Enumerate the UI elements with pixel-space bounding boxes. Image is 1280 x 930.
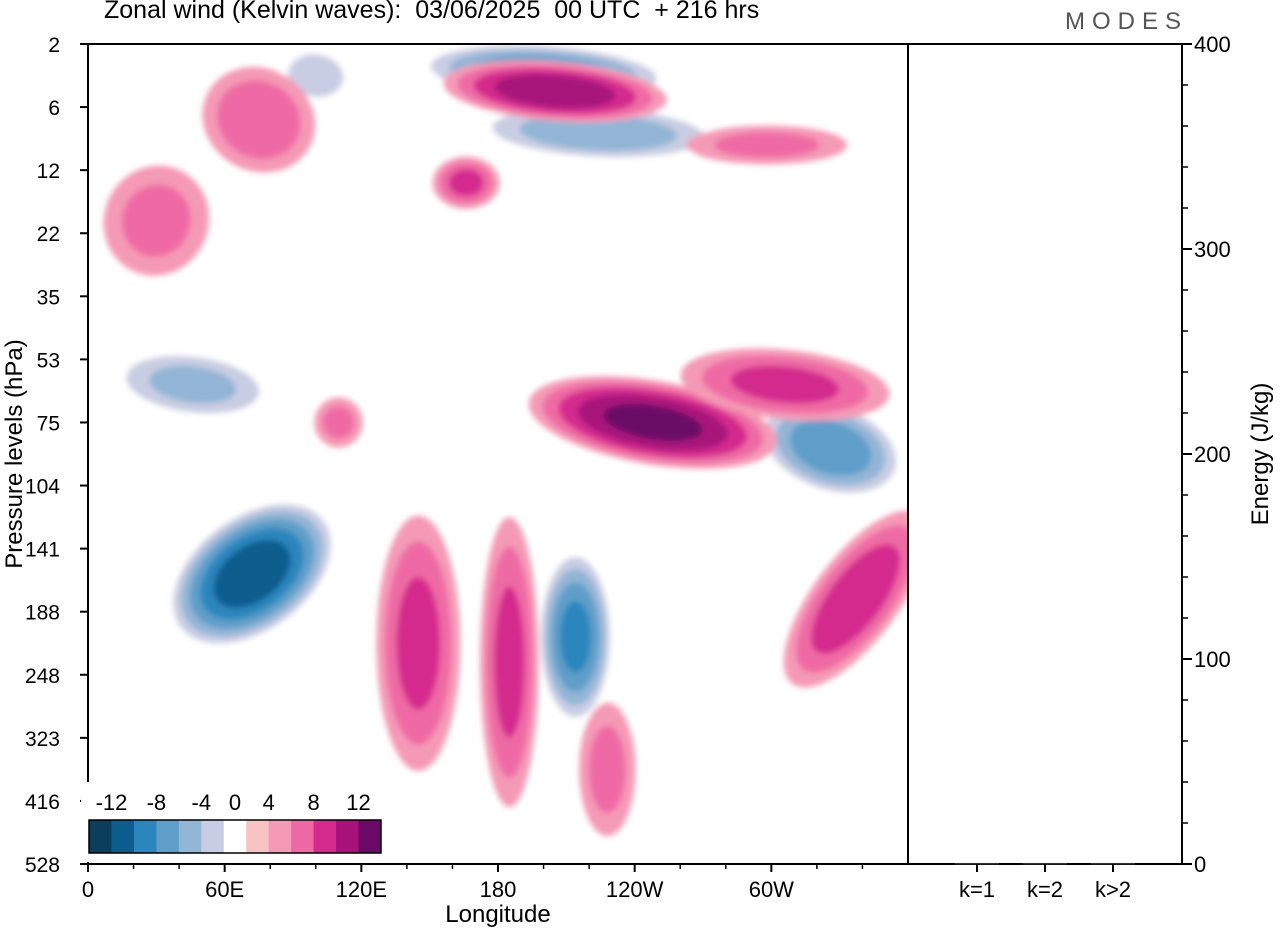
colorbar-swatch — [313, 820, 337, 853]
colorbar-swatch — [111, 820, 135, 853]
wind-contour — [811, 544, 901, 654]
colorbar-swatch — [133, 820, 157, 853]
wind-contour — [730, 365, 840, 404]
y-tick-label: 12 — [37, 160, 60, 183]
colorbar-swatch — [246, 820, 270, 853]
wind-field — [103, 44, 908, 837]
wind-contour — [603, 404, 703, 441]
colorbar-swatch — [291, 820, 315, 853]
wind-contour — [494, 74, 616, 109]
colorbar-swatch — [178, 820, 202, 853]
y-tick-label: 528 — [25, 854, 60, 877]
energy-frame — [907, 43, 1183, 865]
y-tick-label: 75 — [37, 412, 60, 435]
colorbar-label: 12 — [346, 790, 370, 815]
energy-category-label: k>2 — [1095, 877, 1131, 902]
y-tick-label: 416 — [25, 791, 60, 814]
energy-category-label: k=2 — [1027, 877, 1063, 902]
x-axis-label: Longitude — [445, 901, 550, 928]
energy-bar — [1023, 862, 1067, 865]
wind-contour — [216, 80, 301, 160]
brand-logo: MODES — [1064, 8, 1188, 35]
energy-tick-label: 300 — [1194, 237, 1231, 262]
wind-contour — [121, 184, 191, 257]
energy-bar — [955, 862, 999, 865]
energy-tick-label: 200 — [1194, 442, 1231, 467]
colorbar-label: -12 — [96, 790, 128, 815]
energy-tick-label: 400 — [1194, 32, 1231, 57]
colorbar-swatch — [268, 820, 292, 853]
colorbar-swatch — [89, 820, 112, 853]
wind-contour — [789, 419, 872, 476]
wind-contour — [588, 725, 626, 814]
y-tick-label: 53 — [37, 349, 60, 372]
x-tick-label: 0 — [82, 877, 94, 902]
colorbar-swatch — [201, 820, 225, 853]
energy-bar — [1091, 862, 1135, 865]
wind-contour — [288, 54, 344, 97]
y-tick-label: 248 — [25, 665, 60, 688]
chart-title: Zonal wind (Kelvin waves): 03/06/2025 00… — [104, 0, 760, 24]
x-tick-label: 120E — [336, 877, 387, 902]
wind-contour — [714, 132, 820, 158]
wind-contour — [396, 576, 441, 710]
x-tick-label: 120W — [606, 877, 664, 902]
wind-contour — [213, 539, 291, 608]
wind-contour — [494, 586, 525, 738]
wind-contour — [448, 169, 484, 197]
x-tick-label: 60W — [749, 877, 794, 902]
wind-contour — [559, 601, 591, 673]
y-tick-label: 6 — [48, 97, 60, 120]
y-tick-label: 323 — [25, 728, 60, 751]
energy-category-label: k=1 — [959, 877, 995, 902]
colorbar-swatch — [336, 820, 360, 853]
wind-contour — [519, 113, 678, 151]
y-tick-label: 188 — [25, 602, 60, 625]
wind-contour — [322, 406, 355, 439]
energy-axis-label: Energy (J/kg) — [1247, 383, 1274, 526]
colorbar-label: -4 — [192, 790, 212, 815]
colorbar-label: -8 — [147, 790, 167, 815]
colorbar-swatch — [358, 820, 382, 853]
colorbar-frame — [88, 819, 382, 854]
x-tick-label: 180 — [480, 877, 517, 902]
y-tick-label: 35 — [37, 286, 60, 309]
energy-tick-label: 0 — [1194, 852, 1206, 877]
wind-contour — [149, 365, 237, 404]
colorbar-label: 0 — [229, 790, 241, 815]
y-axis-label: Pressure levels (hPa) — [1, 339, 28, 568]
y-tick-label: 104 — [25, 476, 60, 499]
y-tick-label: 2 — [48, 34, 60, 57]
colorbar: -12 -8 -4 0 4 8 12 — [81, 782, 385, 862]
colorbar-swatch — [223, 820, 247, 853]
colorbar-swatch — [156, 820, 180, 853]
energy-tick-label: 100 — [1194, 647, 1231, 672]
x-tick-label: 60E — [205, 877, 244, 902]
y-tick-label: 22 — [37, 223, 60, 246]
y-tick-label: 141 — [25, 539, 60, 562]
colorbar-label: 4 — [263, 790, 275, 815]
colorbar-label: 8 — [307, 790, 319, 815]
